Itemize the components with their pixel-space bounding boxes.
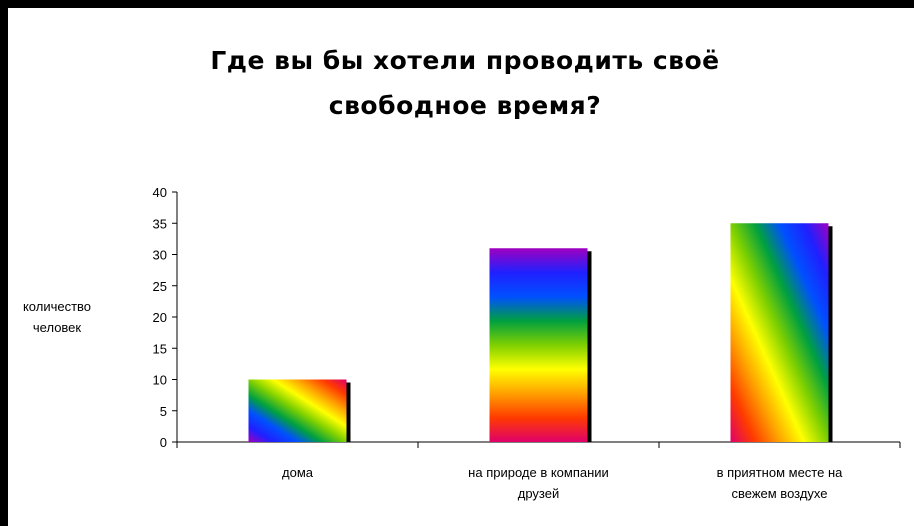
y-axis-title: количество человек [23, 299, 91, 335]
y-tick-label: 10 [153, 373, 167, 388]
y-tick-label: 35 [153, 216, 167, 231]
bar-shadow [586, 251, 592, 442]
y-tick-label: 30 [153, 248, 167, 263]
bar [248, 379, 347, 442]
y-axis-label: количество человек [23, 299, 91, 335]
y-tick-label: 20 [153, 310, 167, 325]
y-tick-label: 0 [160, 435, 167, 450]
bar-shadow [827, 226, 833, 442]
y-tick-label: 25 [153, 279, 167, 294]
x-tick-label: на природе в компании друзей [468, 465, 609, 501]
x-tick-label: в приятном месте на свежем воздухе [717, 465, 843, 501]
bars [248, 223, 833, 442]
chart-title: Где вы бы хотели проводить своё свободно… [210, 46, 720, 120]
y-tick-label: 15 [153, 341, 167, 356]
bar-shadow [345, 382, 351, 442]
x-tick-labels: дома на природе в компании друзей в приятно… [282, 465, 843, 501]
x-tick-label: дома [282, 465, 314, 480]
y-tick-label: 40 [153, 185, 167, 200]
bar [730, 223, 829, 442]
y-tick-label: 5 [160, 404, 167, 419]
bar [489, 248, 588, 442]
